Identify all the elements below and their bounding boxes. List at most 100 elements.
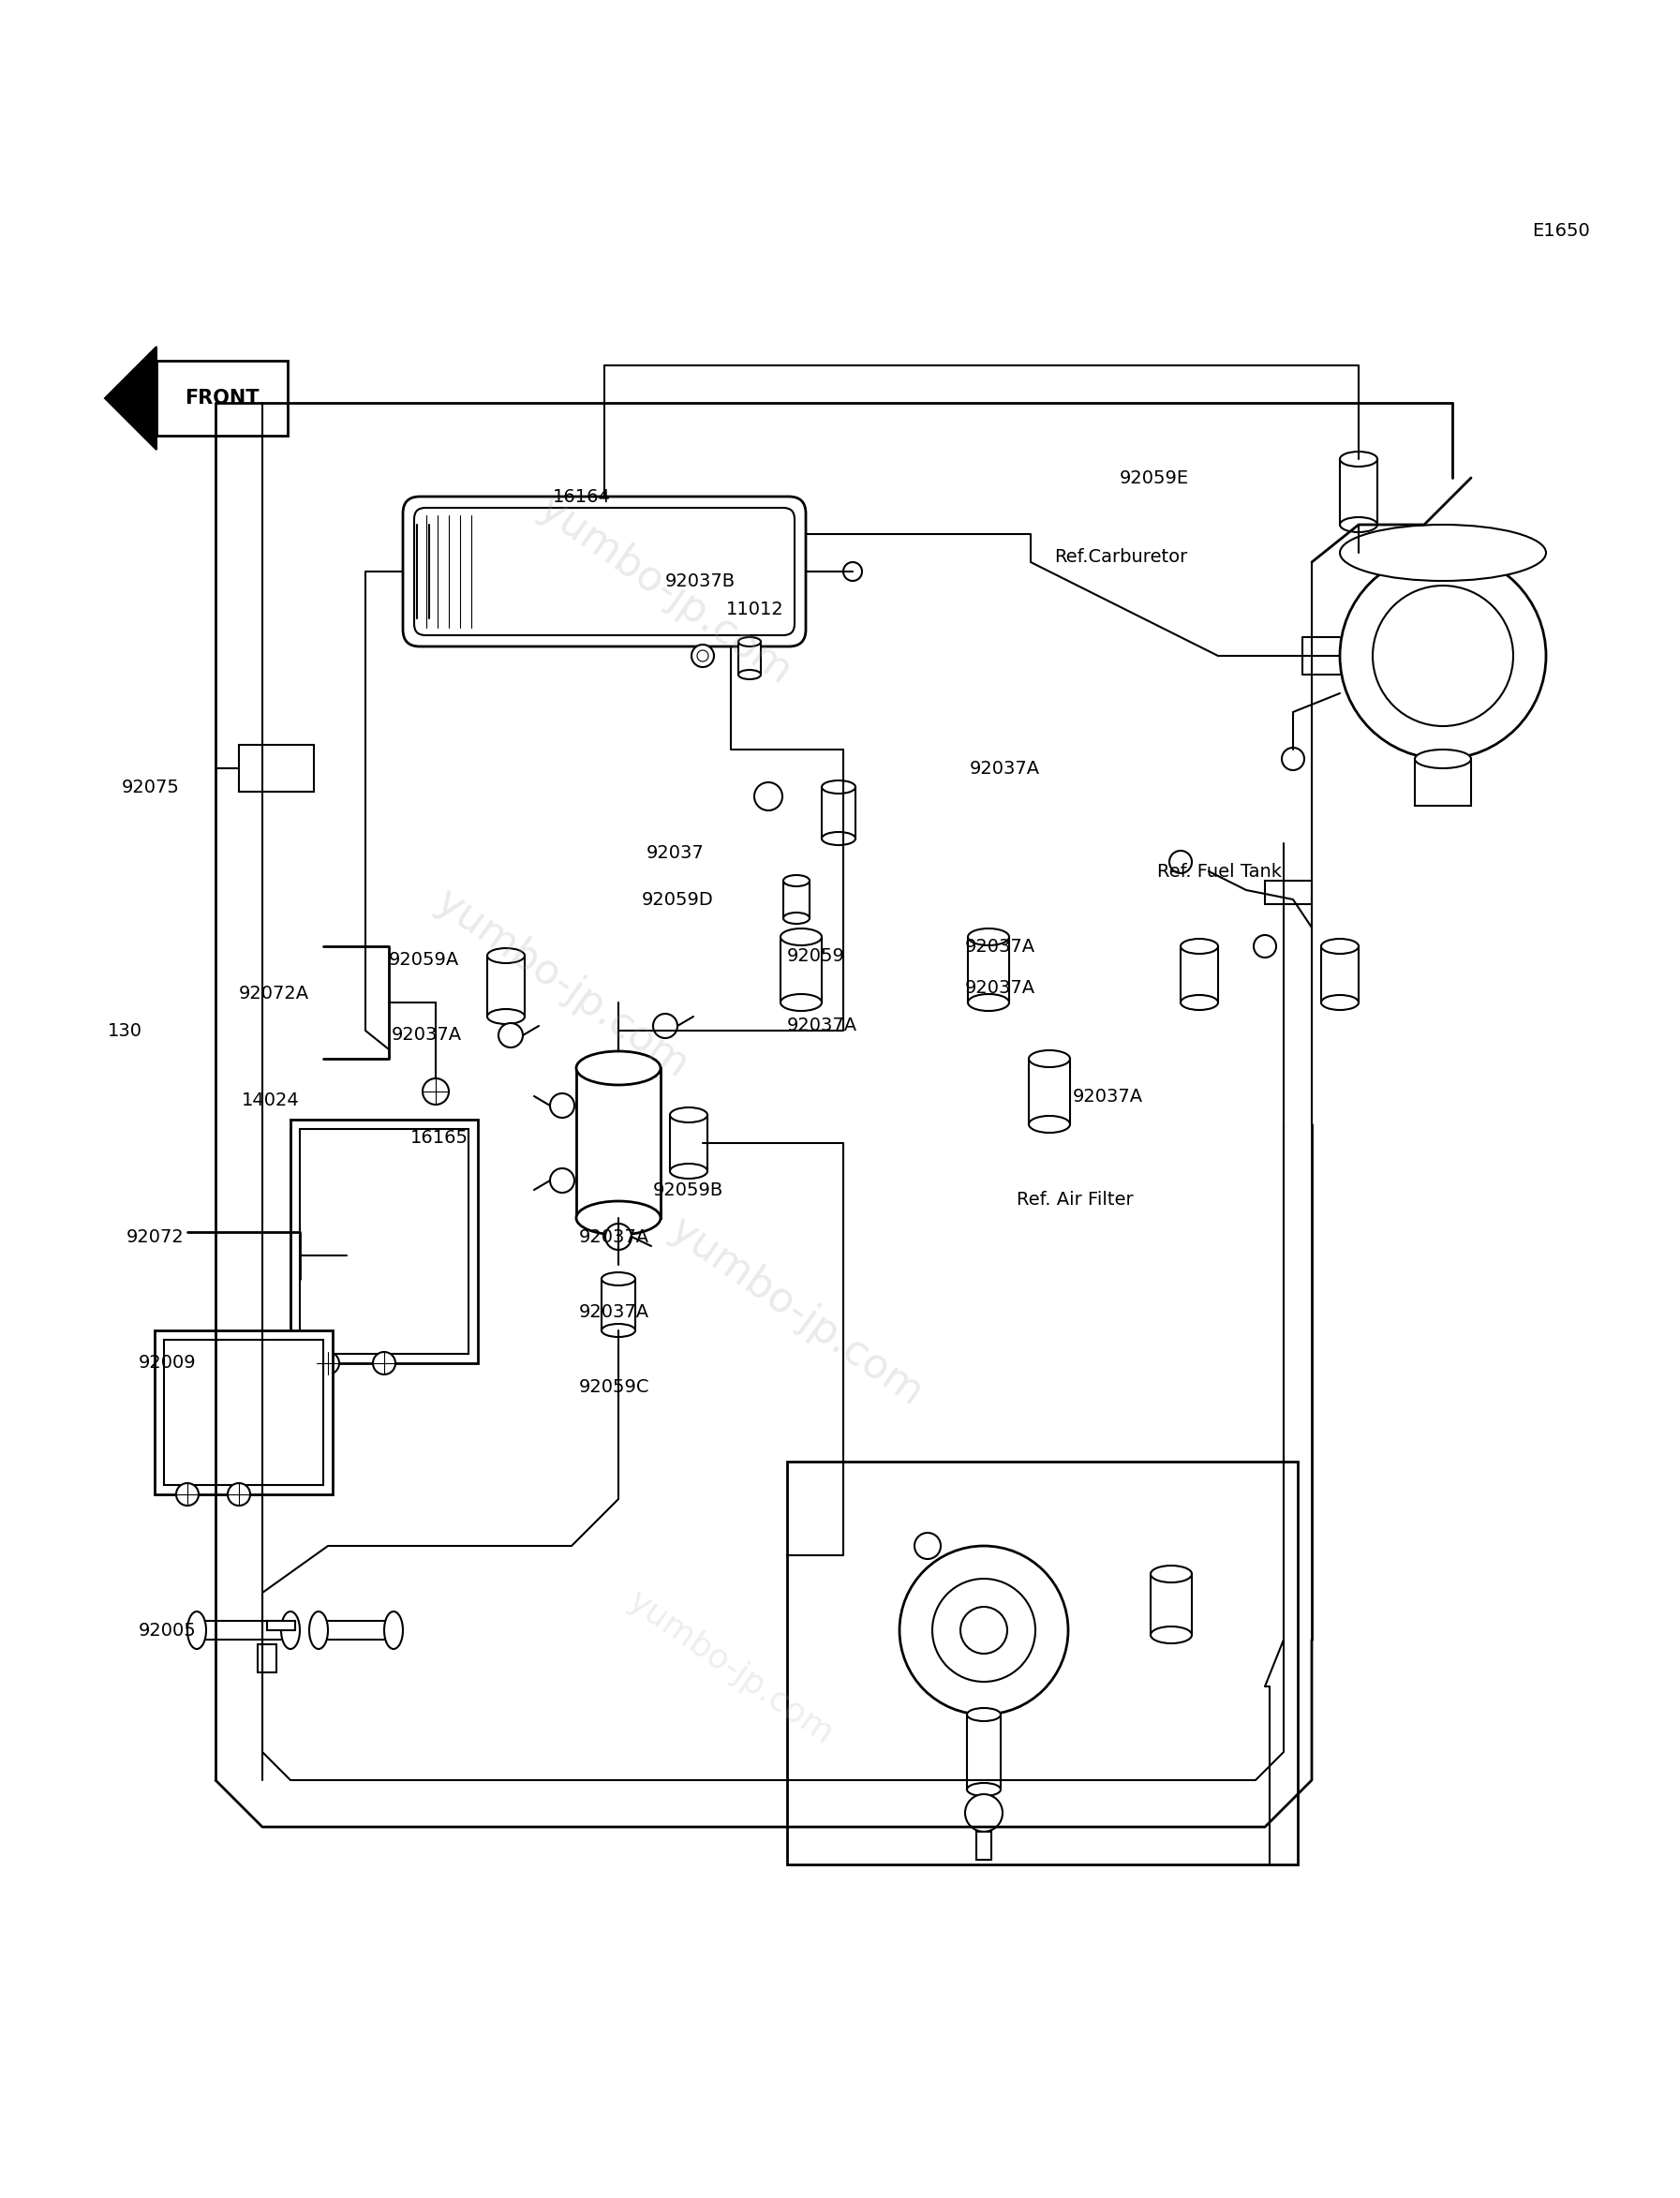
Text: 16164: 16164 — [553, 488, 612, 506]
Circle shape — [373, 1352, 395, 1374]
Bar — [781, 936, 822, 1002]
Text: 92037A: 92037A — [964, 936, 1035, 956]
Text: 92059D: 92059D — [642, 890, 714, 908]
Ellipse shape — [670, 1108, 707, 1123]
Bar — [291, 1119, 477, 1363]
Bar — [267, 1620, 296, 1631]
Circle shape — [549, 1092, 575, 1119]
Ellipse shape — [576, 1200, 660, 1235]
Ellipse shape — [309, 1611, 328, 1648]
Ellipse shape — [1341, 525, 1546, 580]
Bar — [976, 1831, 991, 1860]
Ellipse shape — [822, 833, 855, 844]
Ellipse shape — [188, 1611, 207, 1648]
Bar — [968, 936, 1010, 1002]
Bar — [670, 1114, 707, 1172]
Ellipse shape — [601, 1323, 635, 1336]
Text: 92037A: 92037A — [580, 1229, 650, 1246]
Text: 92037A: 92037A — [580, 1303, 650, 1321]
Ellipse shape — [1415, 750, 1472, 769]
Bar — [601, 1279, 635, 1330]
Text: 92037B: 92037B — [665, 571, 736, 589]
Ellipse shape — [1028, 1051, 1070, 1068]
Text: 92037A: 92037A — [1074, 1088, 1142, 1106]
Circle shape — [697, 651, 709, 662]
Bar — [786, 1462, 1297, 1864]
Circle shape — [1373, 585, 1514, 725]
Circle shape — [549, 1169, 575, 1194]
Ellipse shape — [1151, 1627, 1191, 1644]
Text: 92072: 92072 — [126, 1229, 185, 1246]
Bar — [299, 1130, 469, 1354]
Circle shape — [914, 1532, 941, 1558]
Ellipse shape — [281, 1611, 299, 1648]
Circle shape — [1282, 747, 1304, 769]
Ellipse shape — [1181, 996, 1218, 1011]
Ellipse shape — [1320, 939, 1359, 954]
Circle shape — [228, 1484, 250, 1506]
Circle shape — [1341, 552, 1546, 758]
Circle shape — [318, 1352, 339, 1374]
Bar — [239, 745, 314, 791]
Text: 92037A: 92037A — [964, 980, 1035, 998]
Text: 11012: 11012 — [726, 600, 785, 618]
Bar — [822, 787, 855, 840]
Ellipse shape — [783, 912, 810, 923]
Text: 92037: 92037 — [647, 844, 704, 862]
Text: 92059E: 92059E — [1119, 468, 1189, 486]
Text: 92037A: 92037A — [786, 1018, 857, 1035]
Bar — [319, 1620, 393, 1640]
Text: Ref.Carburetor: Ref.Carburetor — [1053, 550, 1188, 567]
Circle shape — [1169, 851, 1191, 873]
Text: yumbo-jp.com: yumbo-jp.com — [662, 1209, 931, 1413]
Text: Ref. Air Filter: Ref. Air Filter — [1016, 1191, 1134, 1209]
Ellipse shape — [783, 875, 810, 886]
Text: 16165: 16165 — [410, 1130, 469, 1147]
Text: 92037A: 92037A — [391, 1026, 462, 1044]
Bar — [738, 642, 761, 675]
Circle shape — [932, 1578, 1035, 1681]
Text: yumbo-jp.com: yumbo-jp.com — [428, 881, 697, 1086]
Ellipse shape — [968, 993, 1010, 1011]
Circle shape — [499, 1022, 522, 1048]
Bar — [783, 881, 810, 919]
Ellipse shape — [968, 1708, 1001, 1721]
Circle shape — [899, 1545, 1068, 1714]
Bar — [1265, 881, 1312, 903]
Circle shape — [176, 1484, 198, 1506]
Ellipse shape — [487, 947, 524, 963]
Circle shape — [605, 1224, 632, 1251]
Circle shape — [692, 644, 714, 666]
Ellipse shape — [1151, 1565, 1191, 1583]
Ellipse shape — [968, 1783, 1001, 1796]
Bar — [1151, 1574, 1191, 1635]
Text: 92059: 92059 — [786, 947, 845, 965]
Circle shape — [1253, 934, 1277, 958]
FancyBboxPatch shape — [415, 508, 795, 635]
Bar — [968, 1714, 1001, 1789]
Ellipse shape — [968, 928, 1010, 945]
Ellipse shape — [1028, 1117, 1070, 1132]
FancyBboxPatch shape — [403, 497, 806, 646]
Text: 92072A: 92072A — [239, 985, 309, 1002]
Text: 14024: 14024 — [242, 1092, 299, 1110]
Bar — [257, 1644, 277, 1673]
Text: E1650: E1650 — [1532, 222, 1589, 240]
Circle shape — [754, 782, 783, 811]
Bar — [1415, 758, 1472, 807]
Text: 92005: 92005 — [139, 1622, 197, 1640]
Text: 92075: 92075 — [123, 778, 180, 796]
Text: Ref. Fuel Tank: Ref. Fuel Tank — [1158, 862, 1282, 879]
Text: 92059B: 92059B — [654, 1180, 724, 1198]
Text: 130: 130 — [108, 1022, 143, 1040]
Ellipse shape — [738, 670, 761, 679]
Bar — [1028, 1059, 1070, 1125]
Ellipse shape — [1181, 939, 1218, 954]
Ellipse shape — [601, 1273, 635, 1286]
Bar — [165, 1341, 323, 1486]
Bar — [1320, 947, 1359, 1002]
Circle shape — [843, 563, 862, 580]
Text: yumbo-jp.com: yumbo-jp.com — [531, 488, 800, 692]
Text: 92009: 92009 — [139, 1354, 197, 1372]
Text: yumbo-jp.com: yumbo-jp.com — [622, 1585, 840, 1750]
